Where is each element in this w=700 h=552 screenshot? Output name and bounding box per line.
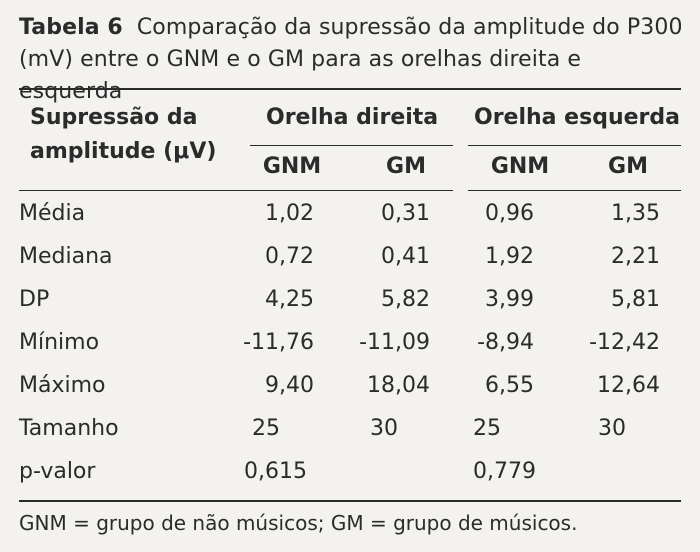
subheader-right-gm: GM bbox=[386, 154, 426, 179]
row-label: Mínimo bbox=[19, 330, 100, 355]
table-cell: 3,99 bbox=[485, 287, 534, 312]
table-cell: 0,779 bbox=[473, 459, 536, 484]
table-cell: -11,76 bbox=[243, 330, 314, 355]
bottom-rule bbox=[19, 500, 681, 502]
table-cell: 18,04 bbox=[367, 373, 430, 398]
table-cell: 12,64 bbox=[597, 373, 660, 398]
row-label: DP bbox=[19, 287, 50, 312]
table-cell: 1,02 bbox=[265, 201, 314, 226]
row-label: Tamanho bbox=[19, 416, 119, 441]
table-title: Comparação da supressão da amplitude do … bbox=[19, 15, 683, 104]
table-cell: -12,42 bbox=[589, 330, 660, 355]
table-footnote: GNM = grupo de não músicos; GM = grupo d… bbox=[19, 511, 578, 535]
table-cell: 6,55 bbox=[485, 373, 534, 398]
row-label: Mediana bbox=[19, 244, 113, 269]
table-cell: 9,40 bbox=[265, 373, 314, 398]
table-cell: 0,96 bbox=[485, 201, 534, 226]
group-rule-left-ear bbox=[468, 145, 681, 146]
table-label: Tabela 6 bbox=[19, 15, 123, 40]
group-header-right-ear: Orelha direita bbox=[266, 105, 439, 130]
table-caption: Tabela 6 Comparação da supressão da ampli… bbox=[19, 12, 684, 108]
subheader-right-gnm: GNM bbox=[262, 154, 322, 179]
subheader-left-gm: GM bbox=[608, 154, 648, 179]
table-cell: 4,25 bbox=[265, 287, 314, 312]
table-cell: 0,31 bbox=[381, 201, 430, 226]
top-rule bbox=[19, 88, 681, 90]
header-rule-a bbox=[19, 190, 453, 191]
table-cell: 2,21 bbox=[611, 244, 660, 269]
table-cell: -8,94 bbox=[477, 330, 534, 355]
table-cell: 0,41 bbox=[381, 244, 430, 269]
stub-header-line2: amplitude (μV) bbox=[30, 139, 217, 164]
table-cell: -11,09 bbox=[359, 330, 430, 355]
table-cell: 1,35 bbox=[611, 201, 660, 226]
group-rule-right-ear bbox=[250, 145, 453, 146]
table-cell: 1,92 bbox=[485, 244, 534, 269]
row-label: Média bbox=[19, 201, 86, 226]
table-cell: 25 bbox=[252, 416, 280, 441]
table-cell: 0,72 bbox=[265, 244, 314, 269]
table-cell: 5,82 bbox=[381, 287, 430, 312]
table-cell: 5,81 bbox=[611, 287, 660, 312]
row-label: p-valor bbox=[19, 459, 96, 484]
group-header-left-ear: Orelha esquerda bbox=[474, 105, 680, 130]
subheader-left-gnm: GNM bbox=[490, 154, 550, 179]
table-cell: 0,615 bbox=[244, 459, 307, 484]
header-rule-b bbox=[468, 190, 681, 191]
table-cell: 25 bbox=[473, 416, 501, 441]
table-cell: 30 bbox=[598, 416, 626, 441]
table-cell: 30 bbox=[370, 416, 398, 441]
row-label: Máximo bbox=[19, 373, 106, 398]
stub-header-line1: Supressão da bbox=[30, 105, 198, 130]
